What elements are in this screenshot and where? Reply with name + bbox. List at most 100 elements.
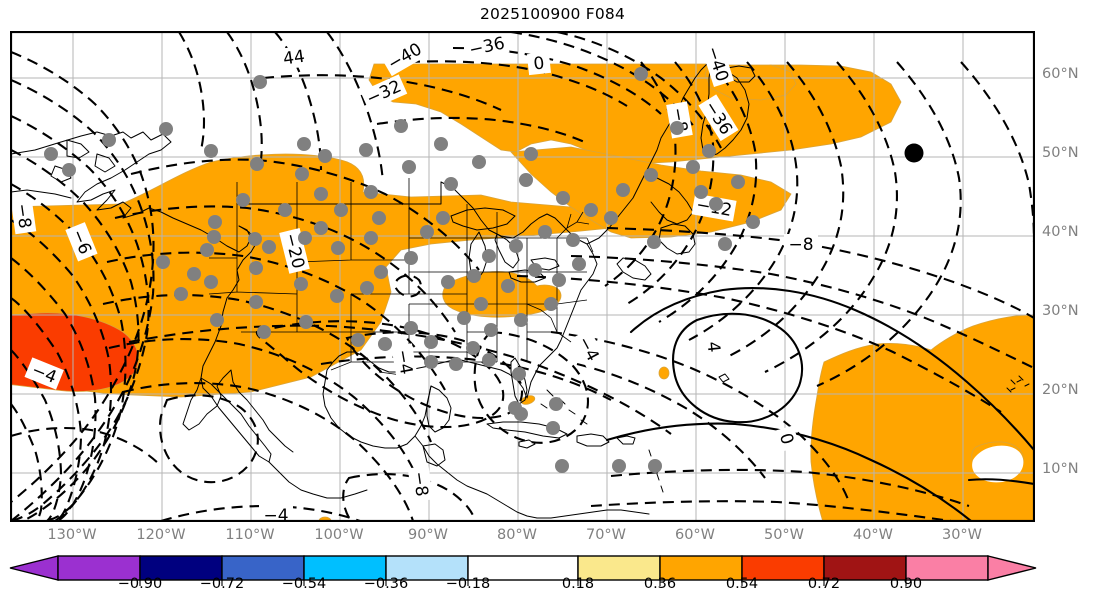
station-dot xyxy=(584,203,598,217)
contour-p-atl-edge xyxy=(967,478,1034,486)
station-dot xyxy=(709,197,723,211)
colorbar-seg-7 xyxy=(659,555,743,581)
colorbar-seg-3 xyxy=(303,555,387,581)
border-great-lakes xyxy=(440,181,588,245)
station-dot xyxy=(257,325,271,339)
station-dot xyxy=(204,275,218,289)
colorbar-seg-0 xyxy=(57,555,141,581)
station-dot xyxy=(514,313,528,327)
page-title: 2025100900 F084 xyxy=(479,5,626,23)
contour-n4 xyxy=(11,149,140,521)
station-dot xyxy=(330,289,344,303)
station-dot xyxy=(187,267,201,281)
island-hispaniola xyxy=(576,433,610,447)
station-dot xyxy=(378,337,392,351)
station-dot xyxy=(394,119,408,133)
station-dot xyxy=(298,231,312,245)
island-cape-verde xyxy=(1006,375,1024,393)
station-dot xyxy=(528,263,542,277)
contour-n2 xyxy=(11,79,155,521)
station-dot xyxy=(612,459,626,473)
svg-text:0: 0 xyxy=(775,431,797,447)
svg-text:−4: −4 xyxy=(392,348,416,376)
island-cuba xyxy=(486,421,568,439)
colorbar-label-8: 0.72 xyxy=(807,576,841,592)
lon-label-60: 60°W xyxy=(674,527,716,543)
contour-z5 xyxy=(320,355,612,401)
contour-cell-florida xyxy=(473,330,589,444)
contour-pacific-sw xyxy=(11,426,162,467)
contour-c2 xyxy=(114,205,456,333)
station-dot xyxy=(424,355,438,369)
border-guatemala xyxy=(422,443,446,467)
station-dot xyxy=(694,185,708,199)
contour-cell-panama xyxy=(342,473,476,521)
state-lines-appalach xyxy=(526,303,558,333)
colorbar-label-7: 0.54 xyxy=(725,576,759,592)
station-dot xyxy=(444,177,458,191)
contour-z4 xyxy=(128,324,672,435)
map-frame xyxy=(11,32,1034,521)
coast-mexico-east xyxy=(322,369,432,449)
colorbar: −0.90 −0.72 −0.54 −0.36 −0.18 0.18 0.36 … xyxy=(0,552,1105,612)
station-dot xyxy=(746,215,760,229)
svg-text:−8: −8 xyxy=(11,202,34,230)
station-dot xyxy=(538,225,552,239)
station-dot xyxy=(546,421,560,435)
contour-v1 xyxy=(604,61,677,287)
colorbar-label-2: −0.54 xyxy=(281,576,327,592)
station-dot xyxy=(484,323,498,337)
station-dot xyxy=(331,241,345,255)
station-dot xyxy=(402,160,416,174)
station-dot xyxy=(474,297,488,311)
station-dot xyxy=(519,173,533,187)
station-dot xyxy=(566,233,580,247)
svg-text:−4: −4 xyxy=(263,506,288,521)
shade-pacific-speck xyxy=(658,366,670,380)
colorbar-label-3: −0.36 xyxy=(363,576,409,592)
contour-se1 xyxy=(590,500,952,521)
station-dot xyxy=(552,273,566,287)
colorbar-segments xyxy=(9,555,1037,581)
coast-sa-north xyxy=(536,509,650,519)
station-dot xyxy=(616,183,630,197)
contour-c6 xyxy=(122,382,414,521)
colorbar-label-9: 0.90 xyxy=(889,576,923,592)
colorbar-seg-1 xyxy=(139,555,223,581)
station-dot xyxy=(249,295,263,309)
station-dot xyxy=(466,341,480,355)
svg-text:−8: −8 xyxy=(408,470,431,498)
coast-mexico-west xyxy=(268,461,368,499)
station-dot xyxy=(294,277,308,291)
coast-central-america xyxy=(414,435,538,519)
contour-label: 44 xyxy=(277,45,311,70)
contour-v6 xyxy=(764,61,898,373)
contour-n8 xyxy=(11,297,83,521)
station-dot xyxy=(295,167,309,181)
station-dot xyxy=(236,193,250,207)
contour-label: 4 xyxy=(701,334,726,359)
map-panel[interactable]: 44 −40 −36 −32 0 −40 −36 −8 −12 −8 −8 −6… xyxy=(10,31,1035,522)
station-dot xyxy=(524,147,538,161)
lake-superior xyxy=(450,207,516,231)
lon-label-40: 40°W xyxy=(852,527,894,543)
svg-text:44: 44 xyxy=(282,47,306,70)
contour-label: −8 xyxy=(11,197,37,235)
colorbar-seg-4 xyxy=(385,555,469,581)
contour-c5 xyxy=(108,338,420,483)
contour-n7 xyxy=(11,257,97,521)
station-dot xyxy=(420,225,434,239)
station-dot xyxy=(501,279,515,293)
station-dot xyxy=(604,211,618,225)
colorbar-under-arrow xyxy=(9,555,59,581)
contour-z1 xyxy=(606,226,1034,319)
station-dot xyxy=(457,311,471,325)
station-dot xyxy=(644,168,658,182)
station-dot xyxy=(364,231,378,245)
lat-label-60: 60°N xyxy=(1042,66,1079,82)
colorbar-label-1: −0.72 xyxy=(199,576,245,592)
station-dot xyxy=(509,239,523,253)
contour-h1 xyxy=(178,32,206,151)
station-dot xyxy=(572,257,586,271)
lon-label-110: 110°W xyxy=(225,527,275,543)
